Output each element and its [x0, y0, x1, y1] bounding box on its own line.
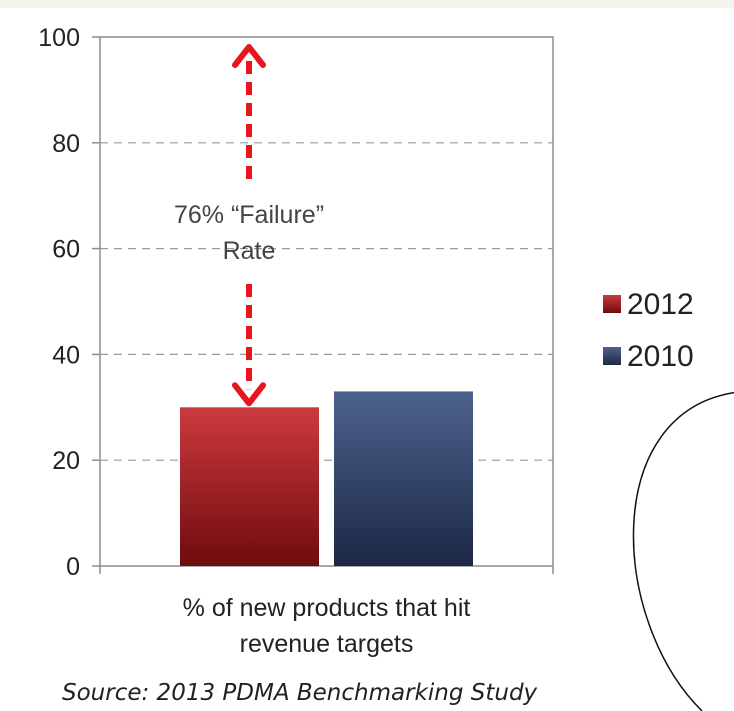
- y-tick-label: 100: [38, 24, 80, 52]
- legend-swatch-2010: [603, 347, 621, 365]
- x-axis-label: % of new products that hit revenue target…: [183, 594, 471, 658]
- legend-label-2010: 2010: [627, 340, 694, 373]
- y-tick-label: 20: [52, 447, 80, 475]
- bars: [180, 391, 473, 566]
- x-axis-label-line: revenue targets: [240, 630, 414, 658]
- legend-swatch-2012: [603, 295, 621, 313]
- y-axis-ticks: 0 20 40 60 80 100: [38, 24, 554, 581]
- top-band: [0, 0, 734, 8]
- gridlines: [100, 142, 553, 461]
- source-note: Source: 2013 PDMA Benchmarking Study: [62, 680, 538, 706]
- annotation-label-line: 76% “Failure”: [174, 201, 324, 229]
- annotation-label-line: Rate: [223, 237, 276, 265]
- decorative-circle: [632, 392, 734, 711]
- failure-annotation: 76% “Failure” Rate: [174, 44, 324, 407]
- y-tick-label: 40: [52, 341, 80, 369]
- legend-label-2012: 2012: [627, 288, 694, 321]
- x-axis-label-line: % of new products that hit: [183, 594, 471, 622]
- bar-2012: [180, 407, 319, 566]
- legend: 2012 2010: [603, 288, 694, 373]
- arrowhead-up: [232, 44, 266, 68]
- y-tick-label: 0: [66, 553, 80, 581]
- plot-area: [99, 36, 554, 567]
- bar-2010: [334, 391, 473, 566]
- y-tick-label: 80: [52, 130, 80, 158]
- arrowhead-down: [232, 382, 266, 407]
- y-tick-label: 60: [52, 236, 80, 264]
